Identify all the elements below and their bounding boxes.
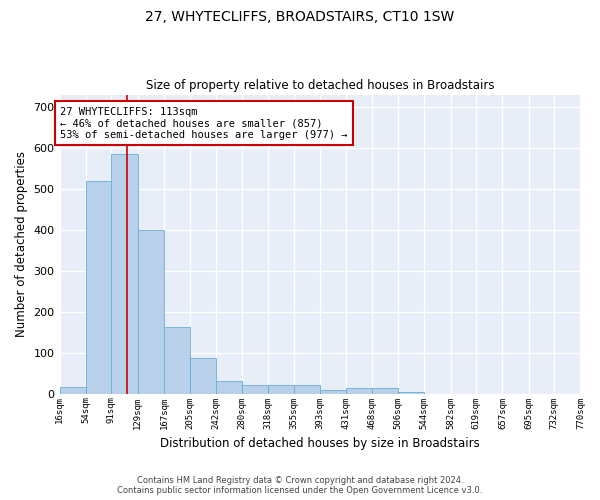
Bar [164,327,190,394]
Bar [372,388,398,394]
Bar [112,154,137,394]
Bar [215,380,242,394]
Text: 27, WHYTECLIFFS, BROADSTAIRS, CT10 1SW: 27, WHYTECLIFFS, BROADSTAIRS, CT10 1SW [145,10,455,24]
Bar [242,386,268,394]
X-axis label: Distribution of detached houses by size in Broadstairs: Distribution of detached houses by size … [160,437,480,450]
Title: Size of property relative to detached houses in Broadstairs: Size of property relative to detached ho… [146,79,494,92]
Bar [137,230,164,394]
Bar [398,392,424,394]
Bar [59,388,86,394]
Text: 27 WHYTECLIFFS: 113sqm
← 46% of detached houses are smaller (857)
53% of semi-de: 27 WHYTECLIFFS: 113sqm ← 46% of detached… [60,106,348,140]
Bar [86,180,112,394]
Y-axis label: Number of detached properties: Number of detached properties [15,151,28,337]
Bar [190,358,217,394]
Bar [268,384,295,394]
Bar [346,388,373,394]
Bar [294,386,320,394]
Text: Contains HM Land Registry data © Crown copyright and database right 2024.
Contai: Contains HM Land Registry data © Crown c… [118,476,482,495]
Bar [320,390,346,394]
